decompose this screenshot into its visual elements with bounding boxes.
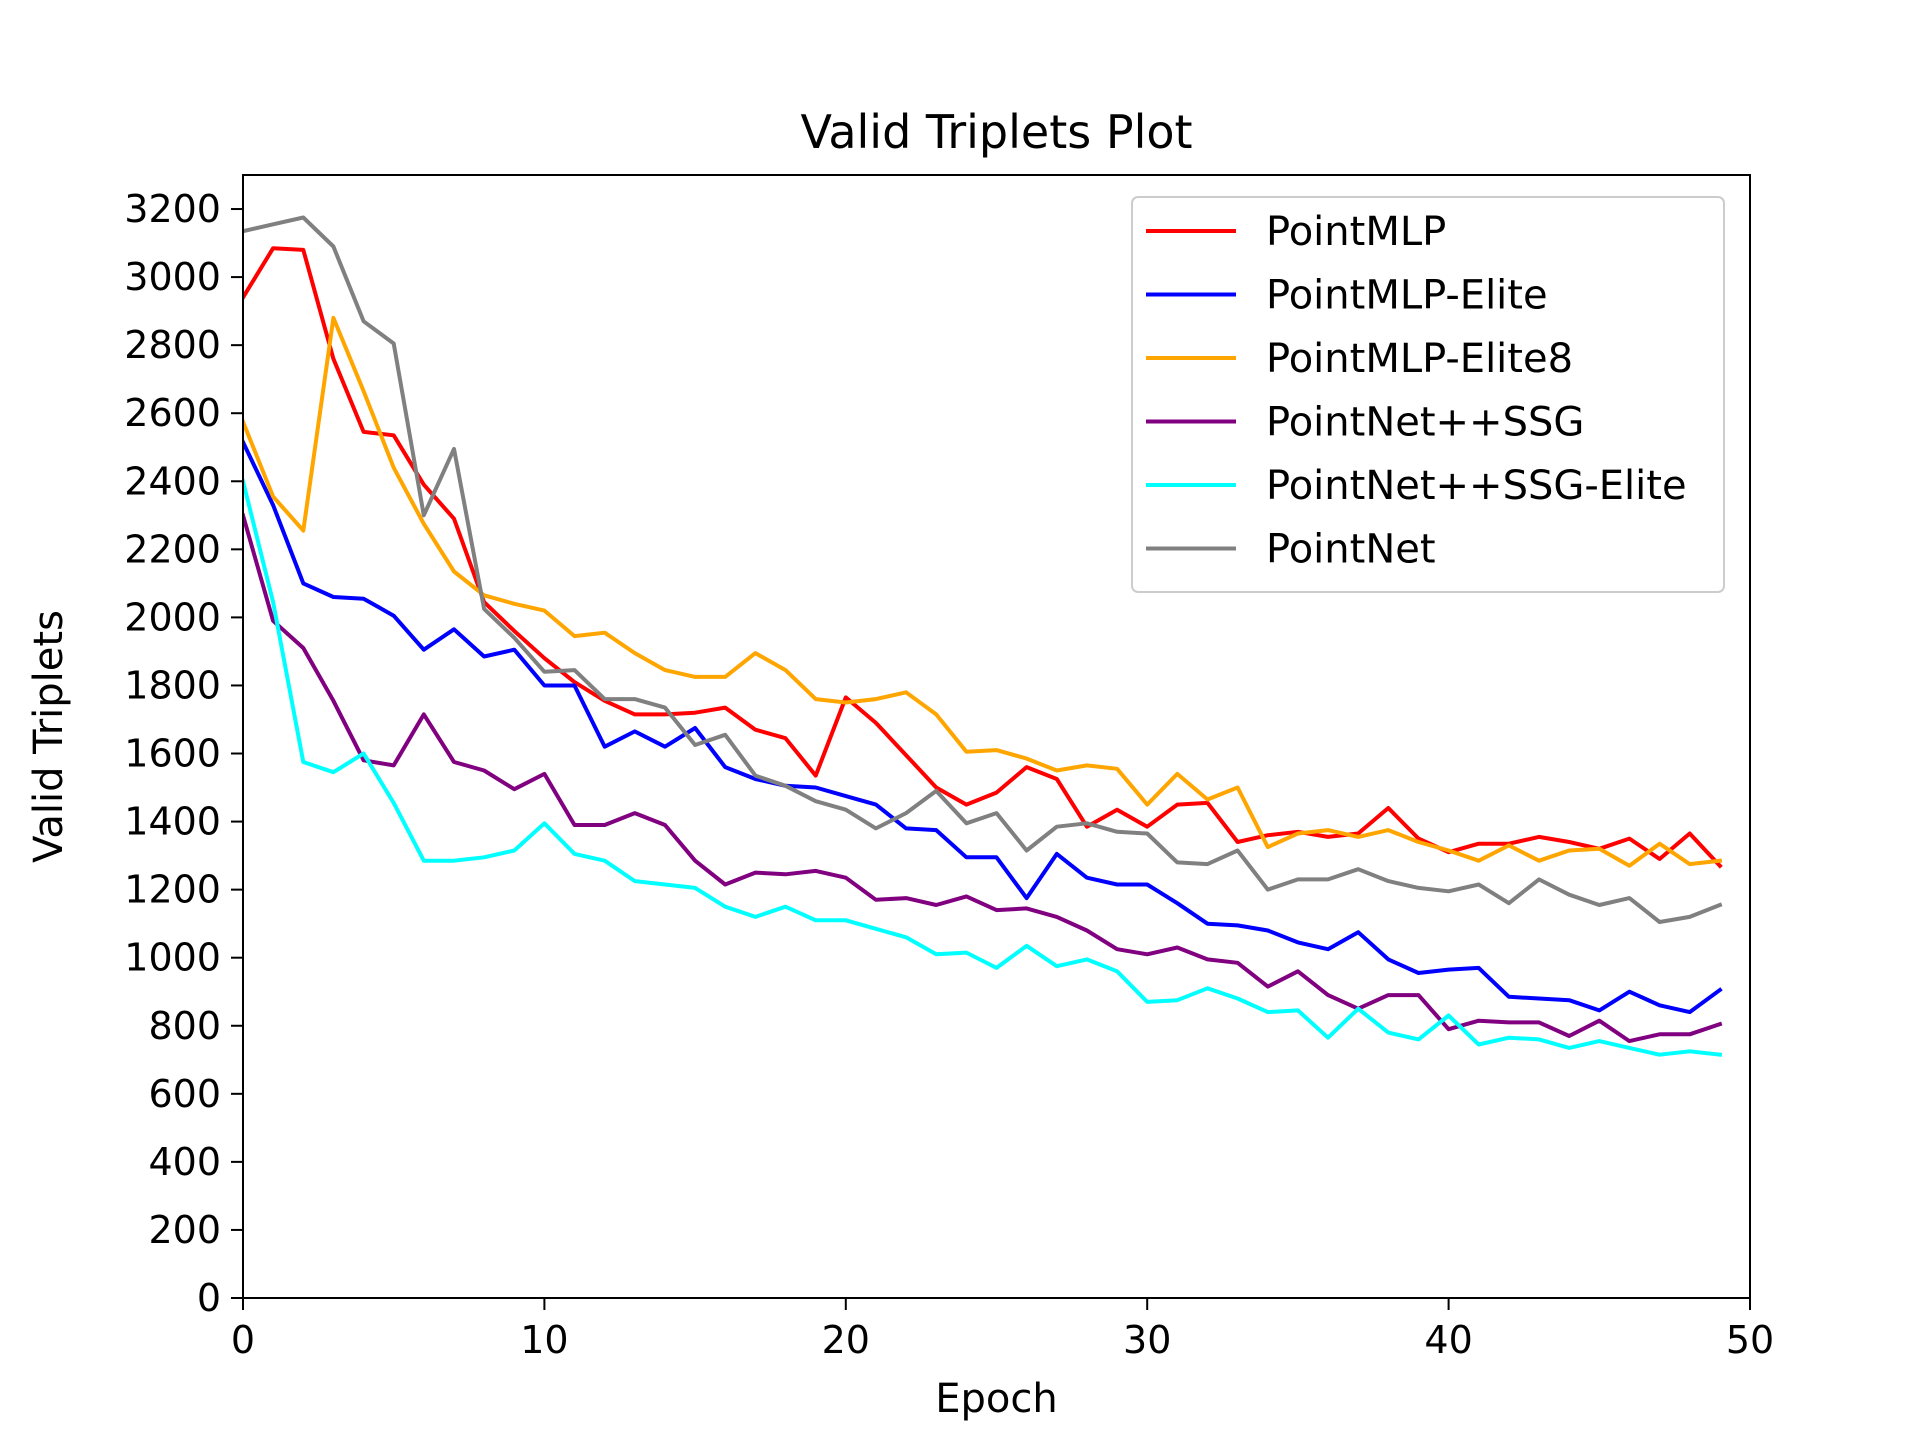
y-tick-label: 1200 <box>124 868 221 912</box>
x-tick-label: 10 <box>520 1318 568 1362</box>
y-axis-ticks: 0 200 400 600 800 1000 1200 1400 1600 1800 2000 220… <box>124 187 243 1320</box>
y-tick-label: 2600 <box>124 391 221 435</box>
legend-label: PointNet++SSG-Elite <box>1266 463 1687 509</box>
series-line-3 <box>243 315 1723 868</box>
y-tick-label: 200 <box>148 1208 221 1252</box>
legend-label: PointMLP-Elite8 <box>1266 336 1573 382</box>
y-tick-label: 1400 <box>124 800 221 844</box>
legend-label: PointNet <box>1266 527 1436 573</box>
chart-title: Valid Triplets Plot <box>800 105 1192 159</box>
x-axis-ticks: 0 10 20 30 40 50 <box>231 1298 1774 1362</box>
series-line-2 <box>243 439 1723 1015</box>
series-line-1 <box>243 246 1723 869</box>
series-layer <box>243 215 1723 1057</box>
y-tick-label: 1000 <box>124 936 221 980</box>
y-tick-label: 2800 <box>124 323 221 367</box>
y-tick-label: 400 <box>148 1140 221 1184</box>
x-tick-label: 40 <box>1424 1318 1472 1362</box>
x-axis-label: Epoch <box>935 1376 1057 1422</box>
y-tick-label: 1800 <box>124 663 221 707</box>
legend-label: PointNet++SSG <box>1266 400 1584 446</box>
plot-frame <box>242 174 1751 1299</box>
x-tick-label: 20 <box>822 1318 870 1362</box>
y-tick-label: 3200 <box>124 187 221 231</box>
y-tick-label: 2400 <box>124 459 221 503</box>
series-line-6 <box>243 215 1723 924</box>
legend: PointMLP PointMLP-Elite PointMLP-Elite8 Poi… <box>1131 196 1725 593</box>
legend-box <box>1131 196 1725 593</box>
x-tick-label: 0 <box>231 1318 255 1362</box>
y-tick-label: 2000 <box>124 595 221 639</box>
y-tick-label: 1600 <box>124 732 221 776</box>
x-tick-label: 30 <box>1123 1318 1171 1362</box>
y-tick-label: 3000 <box>124 255 221 299</box>
y-tick-label: 800 <box>148 1004 221 1048</box>
legend-label: PointMLP-Elite <box>1266 273 1548 319</box>
y-tick-label: 2200 <box>124 527 221 571</box>
x-tick-label: 50 <box>1726 1318 1774 1362</box>
series-line-4 <box>243 512 1723 1044</box>
y-axis-label: Valid Triplets <box>26 610 72 863</box>
y-tick-label: 0 <box>197 1276 221 1320</box>
series-line-5 <box>243 478 1723 1057</box>
legend-label: PointMLP <box>1266 209 1446 255</box>
y-tick-label: 600 <box>148 1072 221 1116</box>
